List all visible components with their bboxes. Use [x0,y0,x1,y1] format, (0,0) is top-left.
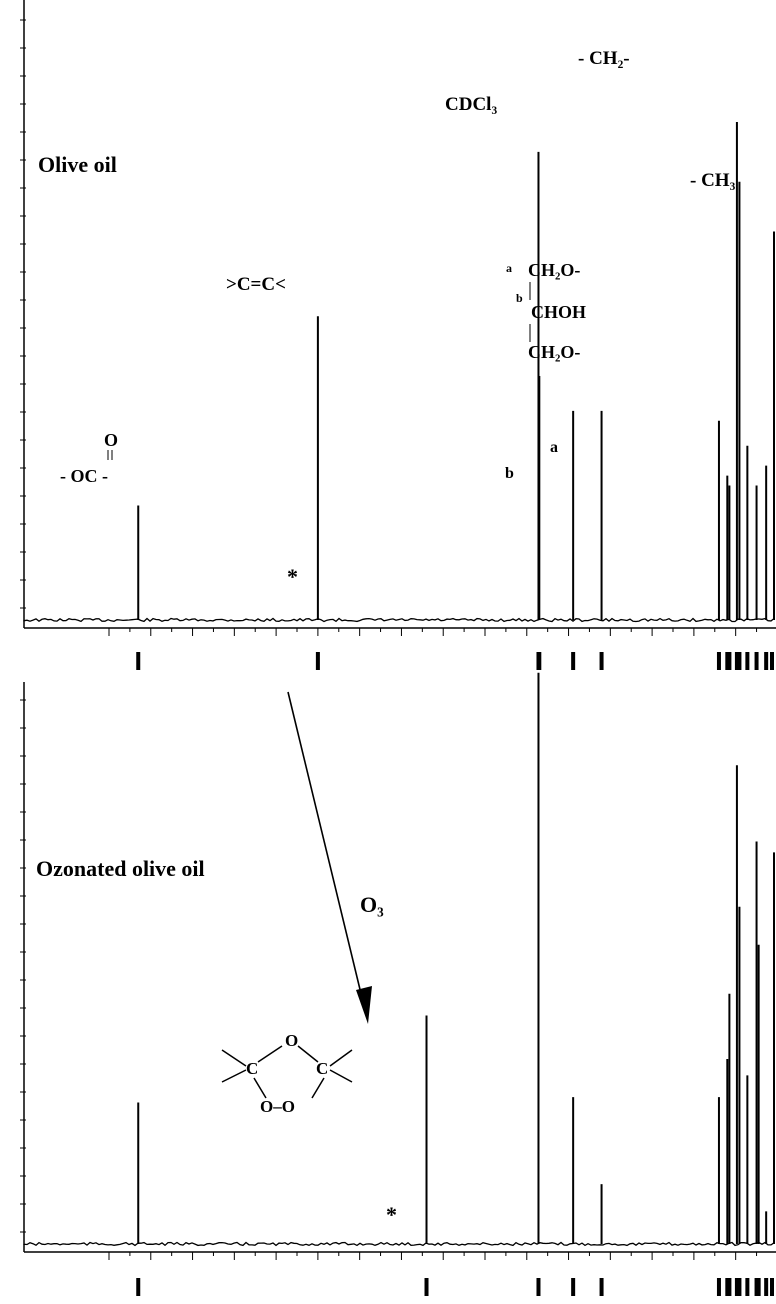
peak-marker [754,1278,759,1296]
peak-label-b: b [505,465,514,482]
glycerol-line-1: CH₂O- [528,260,580,280]
label-carbonyl-o: O [104,430,118,450]
glycerol-b-marker: b [516,291,523,305]
label-ozone: O₃ [360,892,384,917]
peak-marker [725,1278,730,1296]
peak-marker [727,1278,732,1296]
peak-label-a: a [550,439,558,456]
peak-marker [734,1278,739,1296]
peak-marker [754,652,759,670]
peak-marker [599,652,604,670]
glycerol-line-2: CHOH [531,302,586,322]
star-bottom: * [386,1202,397,1227]
star-top: * [287,564,298,589]
peak-marker [725,652,730,670]
axis-ticks [20,19,758,1260]
ozonation-arrow [287,691,365,1007]
baseline-top [23,617,775,623]
peak-marker [745,1278,750,1296]
peak-marker [745,652,750,670]
baseline-bottom [23,1241,775,1247]
peak-marker [734,652,739,670]
peak-marker [770,652,774,670]
peak-marker [756,1278,761,1296]
label-ch2: - CH₂- [578,48,630,69]
glycerol-a-marker: a [506,261,512,275]
peak-marker [716,1278,721,1296]
ozonide-c-right: C [316,1059,328,1078]
peak-position-markers [136,652,774,1296]
peak-marker [737,1278,742,1296]
peak-marker [571,652,576,670]
peak-marker [737,652,742,670]
label-ch3: - CH₃ [690,170,736,191]
panel-title-top: Olive oil [38,152,117,177]
peak-marker [136,652,141,670]
label-carbonyl: - OC - [60,466,108,486]
label-cdcl3: CDCl₃ [445,94,497,115]
peak-marker [571,1278,576,1296]
peak-marker [136,1278,141,1296]
ozonide-o-o: O–O [260,1097,295,1116]
peaks-top-spectrum [137,122,775,620]
peak-marker [764,652,769,670]
ozonation-arrowhead [356,986,372,1024]
peak-marker [424,1278,429,1296]
peak-marker [727,652,732,670]
ozonide-o-top: O [285,1031,298,1050]
peak-marker [315,652,320,670]
peak-marker [764,1278,769,1296]
spectrum-baselines [23,617,775,1247]
peaks-bottom-spectrum [137,672,775,1244]
peak-marker [536,1278,541,1296]
peak-marker [716,652,721,670]
panel-title-bottom: Ozonated olive oil [36,856,205,881]
ozonide-c-left: C [246,1059,258,1078]
peak-marker [599,1278,604,1296]
glycerol-line-3: CH₂O- [528,342,580,362]
ozonide-bonds [221,1045,353,1099]
peak-marker [537,652,542,670]
peak-marker [770,1278,774,1296]
label-alkene: >C=C< [226,274,286,295]
